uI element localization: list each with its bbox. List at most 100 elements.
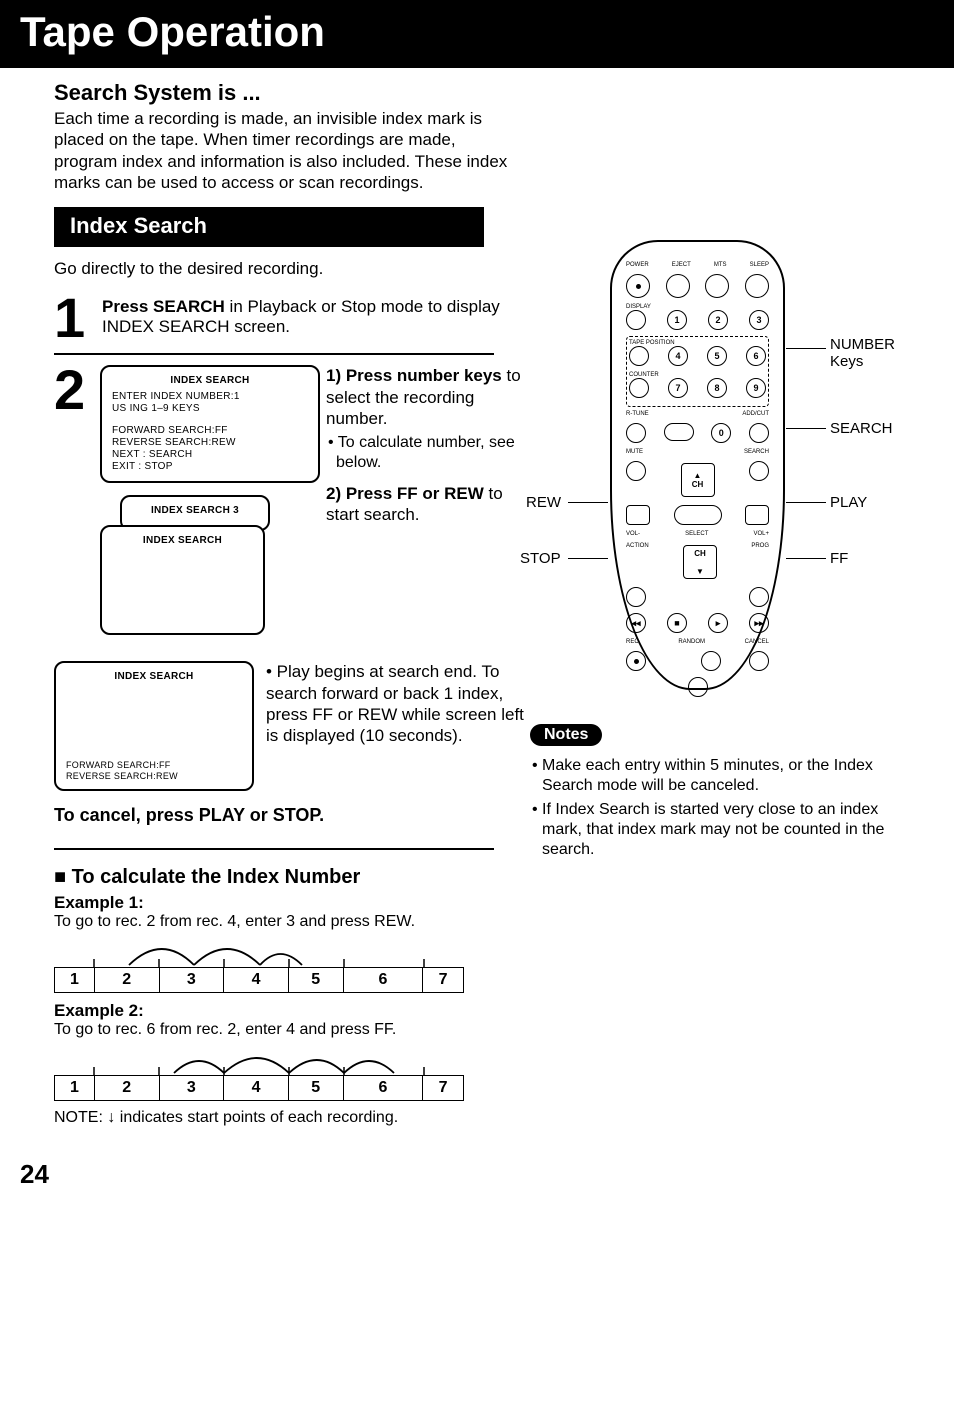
label-power: POWER	[626, 262, 649, 268]
callout-line	[786, 502, 826, 503]
screen-line: NEXT : SEARCH	[112, 449, 308, 461]
example-1-body: To go to rec. 2 from rec. 4, enter 3 and…	[54, 913, 514, 931]
stop-transport-button[interactable]: ■	[667, 613, 687, 633]
substep-1-bullet: • To calculate number, see below.	[326, 433, 526, 473]
num-3-button[interactable]: 3	[749, 310, 769, 330]
num-4-button[interactable]: 4	[668, 346, 688, 366]
notes-section: Notes Make each entry within 5 minutes, …	[530, 724, 900, 860]
display-button[interactable]	[626, 310, 646, 330]
action-button[interactable]	[626, 587, 646, 607]
tape-cell: 4	[224, 1076, 289, 1100]
tape-cell: 7	[423, 1076, 463, 1100]
step-2-number: 2	[54, 365, 94, 415]
callout-line	[786, 428, 826, 429]
search-system-heading: Search System is ...	[54, 80, 514, 106]
cancel-bold: To cancel, press PLAY or STOP.	[54, 805, 324, 825]
mts-button[interactable]	[705, 274, 729, 298]
tape-cell: 5	[289, 1076, 344, 1100]
screen-play-title: INDEX SEARCH	[66, 671, 242, 683]
divider-1	[54, 353, 494, 355]
divider-2	[54, 848, 494, 850]
screen-back-title: INDEX SEARCH 3	[132, 505, 258, 517]
ch-label: CH	[692, 480, 704, 489]
step-1-number: 1	[54, 293, 94, 343]
select-button[interactable]	[674, 505, 722, 525]
remote-row-1	[626, 274, 769, 298]
search-button[interactable]	[749, 461, 769, 481]
screen-box-play: INDEX SEARCH FORWARD SEARCH:FF REVERSE S…	[54, 661, 254, 791]
prog-button[interactable]	[749, 587, 769, 607]
cancel-text: To cancel, press PLAY or STOP.	[54, 805, 514, 826]
screen-line: ENTER INDEX NUMBER:1	[112, 391, 308, 403]
screen-box-index-search: INDEX SEARCH ENTER INDEX NUMBER:1 US ING…	[100, 365, 320, 483]
remote-diagram: POWER EJECT MTS SLEEP DISPLAY 1 2 3	[530, 240, 900, 700]
stacked-screens: INDEX SEARCH 3 INDEX SEARCH	[100, 495, 270, 645]
index-search-heading: Index Search	[54, 207, 484, 247]
remote-row-transport: ◂◂ ■ ▸ ▸▸	[626, 613, 769, 633]
vol-plus-button[interactable]	[745, 505, 769, 525]
random-button[interactable]	[701, 651, 721, 671]
counter-button[interactable]	[629, 378, 649, 398]
num-2-button[interactable]: 2	[708, 310, 728, 330]
tape-row-1: 1234567	[54, 967, 464, 993]
rec-button[interactable]	[626, 651, 646, 671]
label-eject: EJECT	[672, 262, 691, 268]
num-1-button[interactable]: 1	[667, 310, 687, 330]
play-button[interactable]: ▸	[708, 613, 728, 633]
label-vol-minus: VOL-	[626, 531, 640, 537]
num-7-button[interactable]: 7	[668, 378, 688, 398]
notes-item: Make each entry within 5 minutes, or the…	[530, 756, 900, 796]
title-bar: Tape Operation	[0, 0, 954, 68]
num-9-button[interactable]: 9	[746, 378, 766, 398]
mute-button[interactable]	[626, 461, 646, 481]
label-action: ACTION	[626, 543, 649, 581]
num-6-button[interactable]: 6	[746, 346, 766, 366]
screen-front-title: INDEX SEARCH	[112, 535, 253, 547]
label-mute: MUTE	[626, 449, 643, 455]
step-2: 2 INDEX SEARCH ENTER INDEX NUMBER:1 US I…	[54, 365, 514, 645]
screen-play-bottom: FORWARD SEARCH:FF REVERSE SEARCH:REW	[66, 760, 178, 782]
ff-button[interactable]: ▸▸	[749, 613, 769, 633]
rtune-button[interactable]	[626, 423, 646, 443]
tape-row-2: 1234567	[54, 1075, 464, 1101]
stop-button[interactable]	[688, 677, 708, 697]
power-button[interactable]	[626, 274, 650, 298]
cancel-button[interactable]	[749, 651, 769, 671]
example-2-arcs	[54, 1045, 464, 1075]
substep-1-bold: 1) Press number keys	[326, 366, 502, 385]
play-begins-row: INDEX SEARCH FORWARD SEARCH:FF REVERSE S…	[54, 661, 514, 791]
dash-button[interactable]	[664, 423, 694, 441]
example-2-label: Example 2:	[54, 1001, 514, 1021]
left-column: Search System is ... Each time a recordi…	[54, 80, 514, 1139]
page-number: 24	[0, 1159, 954, 1210]
addcut-button[interactable]	[749, 423, 769, 443]
callout-line	[568, 558, 608, 559]
example-1-label: Example 1:	[54, 893, 514, 913]
step-2-screens: INDEX SEARCH ENTER INDEX NUMBER:1 US ING…	[100, 365, 320, 645]
num-8-button[interactable]: 8	[707, 378, 727, 398]
tape-cell: 3	[160, 1076, 225, 1100]
num-0-button[interactable]: 0	[711, 423, 731, 443]
eject-button[interactable]	[666, 274, 690, 298]
callout-stop: STOP	[520, 550, 561, 567]
calc-heading: To calculate the Index Number	[54, 866, 514, 889]
vol-minus-button[interactable]	[626, 505, 650, 525]
callout-number-keys: NUMBER Keys	[830, 336, 900, 370]
play-begins-text: • Play begins at search end. To search f…	[266, 661, 526, 746]
remote-row-top: POWER EJECT MTS SLEEP	[626, 262, 769, 268]
sleep-button[interactable]	[745, 274, 769, 298]
callout-line	[786, 348, 826, 349]
tape-pos-button[interactable]	[629, 346, 649, 366]
ch-up-button[interactable]: ▲CH	[681, 463, 715, 497]
screen-line: US ING 1–9 KEYS	[112, 403, 308, 415]
callout-line	[568, 502, 608, 503]
screen-line: REVERSE SEARCH:REW	[112, 437, 308, 449]
screen-title: INDEX SEARCH	[112, 375, 308, 387]
remote-row-mute: MUTE SEARCH	[626, 449, 769, 455]
right-column: POWER EJECT MTS SLEEP DISPLAY 1 2 3	[530, 80, 900, 864]
num-5-button[interactable]: 5	[707, 346, 727, 366]
tape-cell: 4	[224, 968, 289, 992]
tape-cell: 6	[344, 1076, 424, 1100]
ch-down-button[interactable]: CH▼	[683, 545, 717, 579]
rew-button[interactable]: ◂◂	[626, 613, 646, 633]
